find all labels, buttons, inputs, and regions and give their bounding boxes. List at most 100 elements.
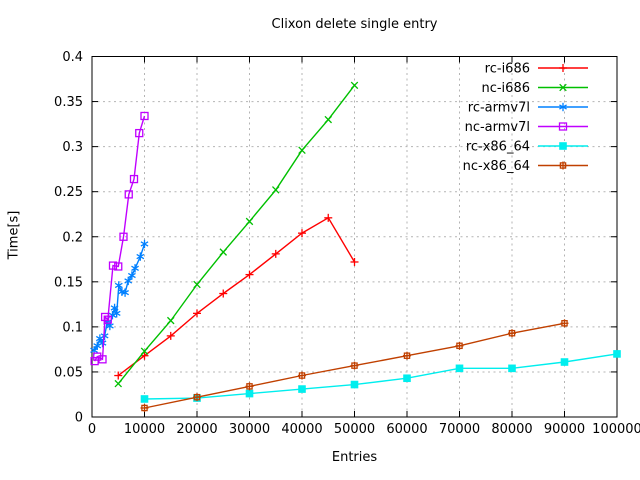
plus-marker-icon — [140, 351, 149, 360]
x-tick-labels: 0 10000 20000 30000 40000 50000 60000 70000 8000… — [88, 422, 640, 437]
boxed-plus-marker-icon — [298, 371, 306, 380]
x-tick-label: 0 — [88, 422, 96, 437]
axis-ticks — [91, 56, 618, 418]
series-line — [117, 84, 356, 385]
cross-marker-icon — [140, 347, 149, 355]
open-square-marker-icon — [135, 128, 144, 138]
series-rc-i686 — [114, 213, 359, 380]
open-square-marker-icon — [90, 356, 99, 366]
cross-marker-icon — [114, 379, 123, 388]
x-tick-label: 50000 — [334, 422, 375, 437]
y-tick-label: 0.15 — [54, 275, 83, 290]
legend-label: nc-armv7l — [465, 120, 530, 135]
x-tick-label: 10000 — [124, 422, 165, 437]
x-tick-label: 60000 — [386, 422, 427, 437]
cross-marker-icon — [298, 146, 306, 154]
plus-marker-icon — [271, 249, 280, 258]
series-nc-armv7l — [90, 111, 149, 366]
open-square-marker-icon — [140, 111, 149, 121]
series-rc-x86_64 — [140, 350, 621, 403]
plus-marker-icon — [245, 270, 254, 279]
boxed-plus-marker-icon — [193, 393, 201, 402]
open-square-marker-icon — [119, 232, 128, 241]
cross-marker-icon — [559, 83, 567, 92]
y-tick-labels: 0 0.05 0.1 0.15 0.2 0.25 0.3 0.35 0.4 — [54, 50, 83, 426]
series-line — [144, 353, 618, 400]
legend-label: nc-i686 — [481, 81, 530, 96]
open-square-marker-icon — [100, 312, 110, 322]
x-tick-label: 90000 — [544, 422, 585, 437]
y-axis-label: Time[s] — [6, 210, 22, 260]
boxed-plus-marker-icon — [245, 382, 254, 391]
legend-item-rc-x86_64: rc-x86_64 — [466, 140, 588, 155]
filled-square-marker-icon — [350, 380, 359, 389]
series-line — [93, 115, 146, 362]
plus-marker-icon — [324, 213, 333, 222]
y-tick-label: 0.25 — [54, 185, 83, 200]
boxed-plus-marker-icon — [560, 319, 569, 328]
asterisk-marker-icon — [124, 276, 133, 286]
plus-marker-icon — [193, 309, 201, 318]
asterisk-marker-icon — [98, 338, 107, 348]
y-tick-label: 0 — [75, 411, 83, 426]
filled-square-marker-icon — [298, 385, 306, 393]
plus-marker-icon — [350, 257, 359, 266]
cross-marker-icon — [245, 217, 254, 226]
x-tick-label: 100000 — [592, 422, 640, 437]
plus-marker-icon — [219, 289, 228, 298]
cross-marker-icon — [271, 186, 280, 194]
x-tick-label: 70000 — [439, 422, 480, 437]
y-tick-label: 0.35 — [54, 95, 83, 110]
boxed-plus-marker-icon — [508, 329, 516, 338]
boxed-plus-marker-icon — [559, 161, 567, 170]
open-square-marker-icon — [114, 262, 123, 271]
boxed-plus-marker-icon — [455, 341, 464, 350]
x-axis-label: Entries — [331, 450, 378, 465]
boxed-plus-marker-icon — [350, 361, 359, 370]
y-tick-label: 0.3 — [62, 140, 83, 155]
filled-square-marker-icon — [140, 395, 149, 403]
legend-label: rc-i686 — [485, 62, 530, 77]
x-tick-label: 80000 — [491, 422, 532, 437]
filled-square-marker-icon — [455, 364, 464, 373]
series-nc-i686 — [114, 81, 359, 388]
x-tick-label: 20000 — [176, 422, 217, 437]
y-tick-label: 0.05 — [54, 365, 83, 380]
chart-title: Clixon delete single entry — [271, 17, 438, 32]
filled-square-marker-icon — [403, 374, 411, 383]
open-square-marker-icon — [103, 315, 112, 324]
plus-marker-icon — [298, 229, 306, 238]
filled-square-marker-icon — [245, 389, 254, 398]
boxed-plus-marker-icon — [140, 403, 149, 412]
y-tick-label: 0.4 — [62, 50, 83, 65]
cross-marker-icon — [219, 248, 228, 256]
open-square-marker-icon — [129, 174, 139, 184]
legend-label: rc-x86_64 — [466, 140, 530, 155]
legend: rc-i686 nc-i686 rc-armv7l nc-armv7l rc-x86_6… — [463, 62, 588, 174]
legend-item-nc-x86_64: nc-x86_64 — [463, 159, 588, 174]
open-square-marker-icon — [108, 261, 118, 270]
x-tick-label: 30000 — [229, 422, 270, 437]
filled-square-marker-icon — [559, 142, 567, 150]
asterisk-marker-icon — [127, 271, 136, 280]
legend-label: nc-x86_64 — [463, 159, 530, 174]
asterisk-marker-icon — [131, 264, 139, 273]
legend-item-rc-i686: rc-i686 — [485, 62, 588, 77]
asterisk-marker-icon — [112, 309, 121, 318]
filled-square-marker-icon — [508, 364, 516, 373]
series-nc-x86_64 — [140, 319, 569, 412]
asterisk-marker-icon — [121, 288, 130, 297]
asterisk-marker-icon — [140, 239, 149, 249]
filled-square-marker-icon — [613, 350, 621, 358]
open-square-marker-icon — [124, 190, 133, 199]
x-tick-label: 40000 — [281, 422, 322, 437]
y-tick-label: 0.2 — [62, 230, 83, 245]
cross-marker-icon — [166, 316, 175, 325]
series-line — [117, 216, 356, 377]
plus-marker-icon — [114, 371, 123, 380]
plus-marker-icon — [166, 331, 175, 340]
legend-label: rc-armv7l — [468, 101, 530, 116]
legend-item-rc-armv7l: rc-armv7l — [468, 101, 588, 116]
legend-item-nc-armv7l: nc-armv7l — [465, 120, 588, 135]
